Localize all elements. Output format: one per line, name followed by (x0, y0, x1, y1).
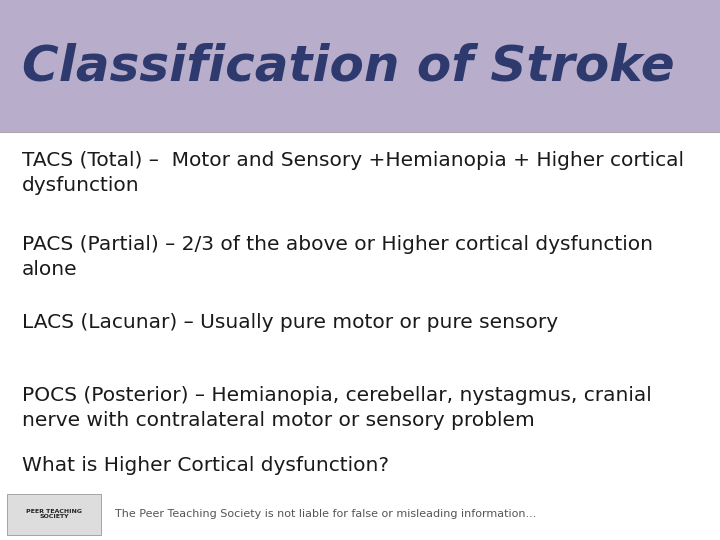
Text: PACS (Partial) – 2/3 of the above or Higher cortical dysfunction
alone: PACS (Partial) – 2/3 of the above or Hig… (22, 235, 652, 279)
Text: LACS (Lacunar) – Usually pure motor or pure sensory: LACS (Lacunar) – Usually pure motor or p… (22, 313, 558, 332)
Text: What is Higher Cortical dysfunction?: What is Higher Cortical dysfunction? (22, 456, 389, 475)
Text: TACS (Total) –  Motor and Sensory +Hemianopia + Higher cortical
dysfunction: TACS (Total) – Motor and Sensory +Hemian… (22, 151, 683, 195)
Text: PEER TEACHING
SOCIETY: PEER TEACHING SOCIETY (26, 509, 82, 519)
FancyBboxPatch shape (7, 494, 101, 535)
Text: The Peer Teaching Society is not liable for false or misleading information...: The Peer Teaching Society is not liable … (115, 509, 536, 519)
Text: POCS (Posterior) – Hemianopia, cerebellar, nystagmus, cranial
nerve with contral: POCS (Posterior) – Hemianopia, cerebella… (22, 386, 652, 430)
FancyBboxPatch shape (0, 0, 720, 132)
Text: Classification of Stroke: Classification of Stroke (22, 42, 674, 90)
